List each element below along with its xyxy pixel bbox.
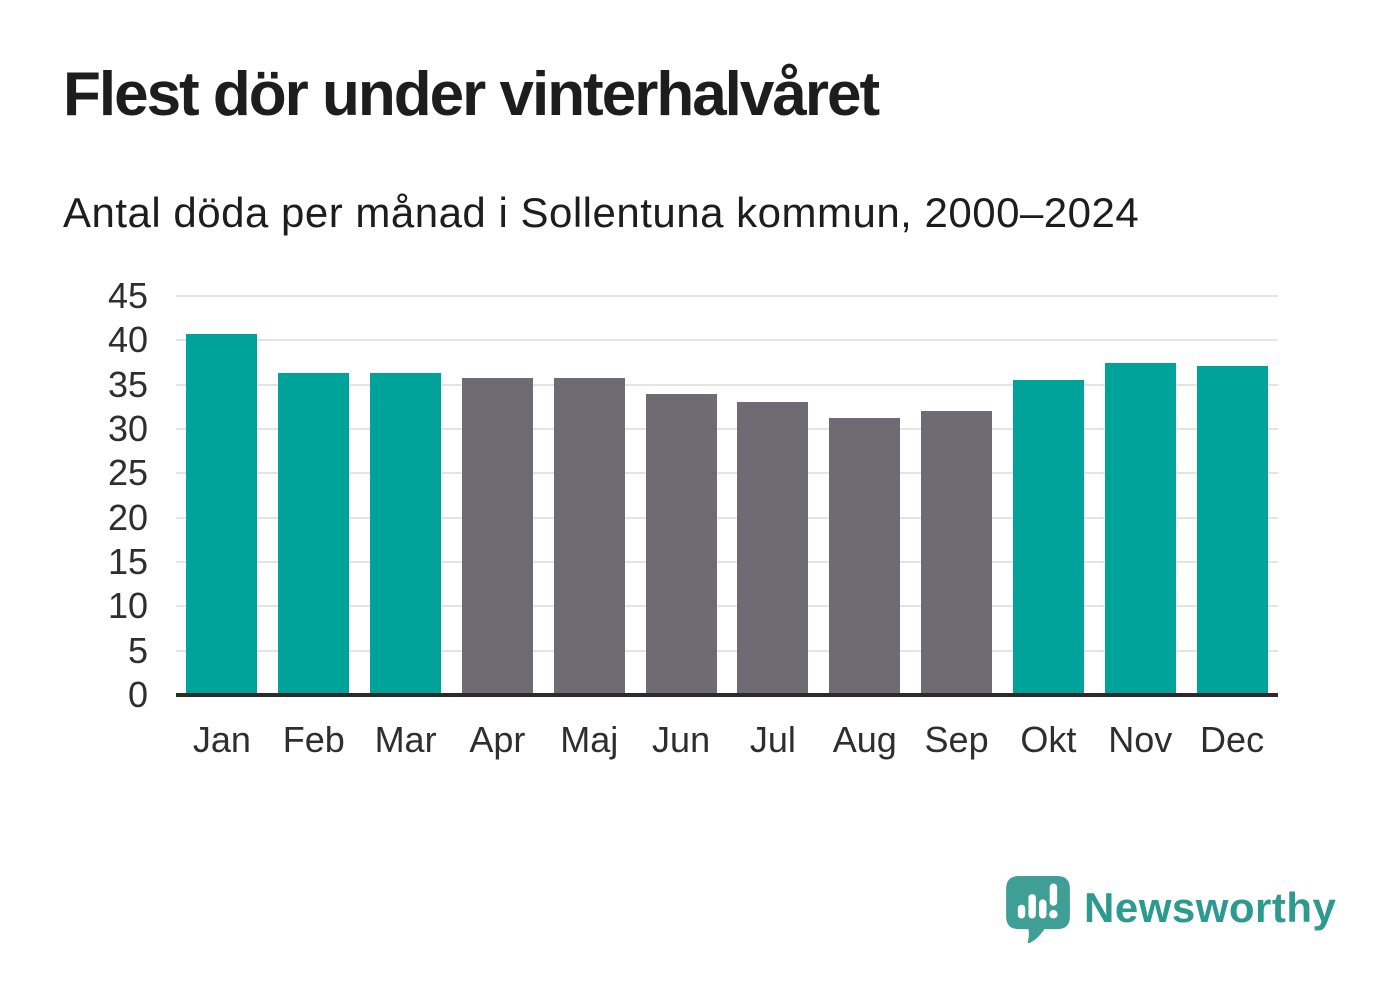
- y-axis-tick-label: 20: [107, 496, 148, 538]
- bar-mar: [370, 373, 442, 695]
- bar-aug: [829, 418, 901, 695]
- bar-jun: [645, 393, 717, 695]
- x-axis-label-maj: Maj: [560, 719, 619, 760]
- y-axis-tick-label: 40: [107, 319, 148, 361]
- x-axis-label-jan: Jan: [192, 719, 251, 760]
- x-axis-label-mar: Mar: [374, 719, 437, 760]
- newsworthy-logo: Newsworthy: [1006, 876, 1336, 944]
- gridline-40: [176, 339, 1278, 342]
- x-axis-line: [176, 693, 1278, 697]
- chart-title: Flest dör under vinterhalvåret: [63, 60, 880, 129]
- x-axis-label-nov: Nov: [1108, 719, 1173, 760]
- y-axis-tick-label: 25: [107, 452, 148, 494]
- newsworthy-logo-text: Newsworthy: [1084, 884, 1337, 931]
- x-axis-label-apr: Apr: [469, 719, 526, 760]
- y-axis-tick-label: 15: [107, 541, 148, 582]
- chart-subtitle: Antal döda per månad i Sollentuna kommun…: [63, 189, 1140, 236]
- bar-jan: [186, 334, 258, 695]
- bar-jul: [737, 402, 809, 695]
- bar-feb: [278, 373, 350, 695]
- gridline-15: [176, 561, 1278, 563]
- y-axis-tick-label: 10: [107, 585, 148, 627]
- y-axis-tick-label: 0: [127, 674, 148, 715]
- x-axis-label-feb: Feb: [282, 719, 345, 760]
- x-axis-label-okt: Okt: [1020, 719, 1077, 760]
- x-axis-label-dec: Dec: [1200, 719, 1265, 760]
- y-axis-tick-label: 30: [107, 408, 148, 449]
- bar-nov: [1104, 363, 1176, 695]
- x-axis-label-jun: Jun: [652, 719, 711, 760]
- gridline-20: [176, 516, 1278, 519]
- gridline-35: [176, 383, 1278, 386]
- gridline-30: [176, 428, 1278, 430]
- newsworthy-logo-icon: [1006, 876, 1070, 944]
- gridline-45: [176, 295, 1278, 297]
- y-axis-tick-label: 5: [127, 629, 148, 671]
- x-axis-label-jul: Jul: [749, 719, 796, 760]
- gridline-10: [176, 605, 1278, 608]
- bar-apr: [461, 377, 533, 695]
- bar-maj: [553, 377, 625, 695]
- x-axis-label-aug: Aug: [832, 719, 897, 760]
- x-axis-label-sep: Sep: [924, 719, 989, 760]
- gridline-25: [176, 472, 1278, 475]
- y-axis-tick-label: 35: [107, 363, 148, 405]
- gridline-5: [176, 649, 1278, 652]
- y-axis-tick-label: 45: [107, 275, 148, 316]
- bar-dec: [1196, 366, 1268, 695]
- bar-okt: [1012, 380, 1084, 695]
- bar-sep: [921, 411, 993, 695]
